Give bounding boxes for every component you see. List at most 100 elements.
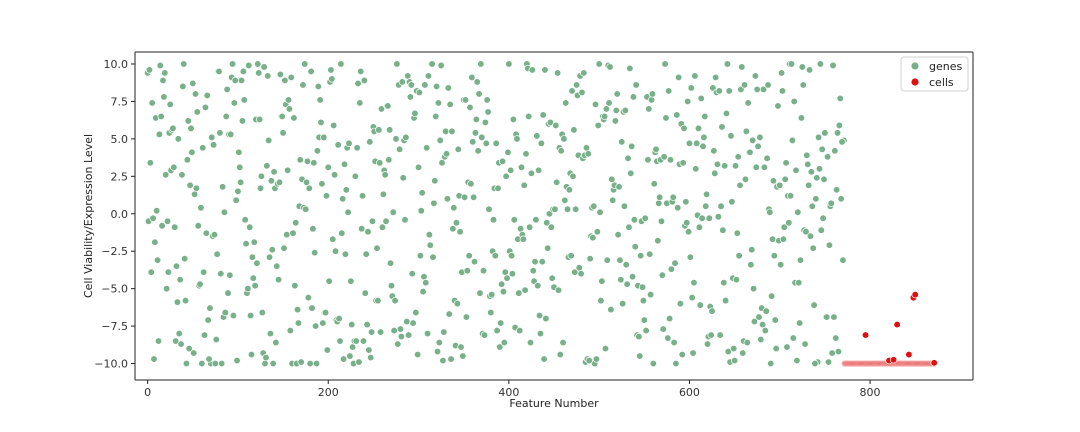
genes-point <box>590 202 598 210</box>
genes-point <box>542 314 550 323</box>
genes-point <box>197 204 205 212</box>
genes-point <box>200 331 209 339</box>
genes-point <box>835 121 843 130</box>
genes-point <box>744 99 752 107</box>
genes-point <box>456 228 464 236</box>
genes-point <box>603 256 611 264</box>
genes-point <box>478 133 486 142</box>
genes-point <box>396 325 405 333</box>
genes-point <box>330 121 338 130</box>
genes-point <box>693 139 701 148</box>
genes-point <box>662 114 670 122</box>
genes-point <box>795 279 803 287</box>
genes-point <box>328 75 336 83</box>
genes-point <box>777 261 785 269</box>
genes-point <box>635 332 643 341</box>
genes-point <box>659 325 667 333</box>
genes-point <box>366 138 374 146</box>
genes-point <box>554 286 563 294</box>
genes-point <box>302 178 311 186</box>
genes-point <box>231 76 239 85</box>
genes-point <box>483 96 491 104</box>
genes-point <box>365 346 373 354</box>
genes-point <box>548 274 556 282</box>
genes-point <box>814 133 823 142</box>
genes-point <box>275 178 284 186</box>
genes-point <box>308 304 316 312</box>
genes-point <box>158 222 166 230</box>
genes-point <box>497 280 506 288</box>
genes-point <box>798 63 806 71</box>
genes-point <box>153 256 162 264</box>
genes-point <box>199 144 207 152</box>
genes-point <box>534 281 542 290</box>
genes-point <box>174 135 182 143</box>
genes-point <box>504 148 512 157</box>
cells-outlier-point <box>905 350 913 359</box>
genes-point <box>516 225 525 233</box>
genes-point <box>170 163 178 171</box>
genes-point <box>738 63 746 71</box>
genes-point <box>299 81 307 89</box>
genes-point <box>578 88 586 97</box>
x-tick-label: 400 <box>498 386 519 399</box>
genes-point <box>672 359 680 368</box>
genes-point <box>254 60 262 68</box>
genes-point <box>492 139 500 148</box>
genes-point <box>146 159 155 167</box>
genes-point <box>166 100 174 109</box>
genes-point <box>543 219 551 227</box>
genes-point <box>666 156 675 164</box>
genes-point <box>472 115 480 124</box>
genes-point <box>699 142 707 151</box>
genes-point <box>446 100 454 109</box>
genes-point <box>407 81 415 89</box>
genes-point <box>805 181 813 189</box>
genes-point <box>825 241 834 249</box>
genes-point <box>273 262 281 270</box>
genes-point <box>626 64 634 73</box>
genes-point <box>471 129 480 137</box>
genes-point <box>268 246 276 254</box>
genes-point <box>307 67 315 76</box>
genes-point <box>413 350 422 359</box>
genes-point <box>721 296 730 305</box>
genes-point <box>216 129 224 137</box>
genes-point <box>752 163 760 171</box>
genes-point <box>491 252 499 260</box>
genes-point <box>642 326 650 335</box>
genes-point <box>297 358 305 366</box>
genes-point <box>217 270 225 278</box>
genes-point <box>779 235 788 243</box>
genes-point <box>497 319 505 327</box>
genes-point <box>715 87 723 95</box>
genes-point <box>204 316 212 324</box>
genes-point <box>749 136 757 145</box>
genes-point <box>601 344 610 353</box>
genes-point <box>652 145 660 154</box>
genes-point <box>248 253 257 261</box>
plot-area <box>135 52 973 380</box>
genes-point <box>703 340 712 348</box>
genes-point <box>258 308 266 317</box>
genes-point <box>482 139 490 148</box>
genes-point <box>650 180 658 188</box>
genes-point <box>759 85 768 94</box>
genes-point <box>439 356 447 365</box>
genes-point <box>724 347 732 356</box>
genes-point <box>319 319 327 327</box>
genes-point <box>291 281 299 290</box>
genes-point <box>813 174 821 182</box>
genes-point <box>625 223 633 231</box>
genes-point <box>313 147 322 155</box>
genes-point <box>513 135 521 143</box>
genes-point <box>228 60 237 68</box>
genes-point <box>541 66 549 74</box>
genes-point <box>330 171 339 179</box>
genes-point <box>500 338 508 347</box>
genes-point <box>641 214 649 222</box>
genes-point <box>628 142 636 151</box>
genes-point <box>562 99 570 107</box>
genes-point <box>306 359 314 368</box>
genes-point <box>348 320 356 329</box>
